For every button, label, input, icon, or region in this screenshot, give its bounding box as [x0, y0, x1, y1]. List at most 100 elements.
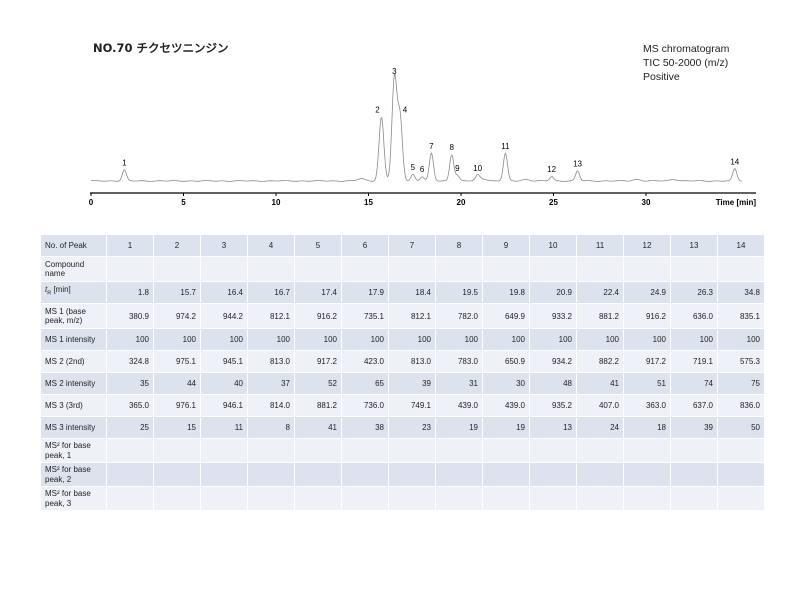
table-cell: [717, 462, 765, 487]
table-cell: 782.0: [435, 303, 483, 329]
table-cell: 38: [341, 416, 389, 439]
table-cell: 37: [247, 372, 295, 395]
table-cell: 365.0: [106, 394, 154, 417]
table-cell: 945.1: [200, 350, 248, 373]
peak-label: 12: [547, 165, 556, 174]
table-row: MS² for base peak, 3: [40, 486, 765, 511]
table-cell: 407.0: [576, 394, 624, 417]
table-cell: [388, 462, 436, 487]
info-line-range: TIC 50-2000 (m/z): [643, 57, 729, 69]
table-cell: [341, 256, 389, 282]
table-cell: 16.7: [247, 281, 295, 304]
table-cell: [576, 486, 624, 511]
table-cell: [341, 462, 389, 487]
table-cell: 439.0: [435, 394, 483, 417]
table-cell: [576, 256, 624, 282]
table-cell: 719.1: [670, 350, 718, 373]
table-cell: [153, 486, 201, 511]
table-cell: 1: [106, 234, 154, 257]
table-cell: 12: [623, 234, 671, 257]
table-cell: 16.4: [200, 281, 248, 304]
table-cell: 636.0: [670, 303, 718, 329]
table-cell: [670, 462, 718, 487]
table-cell: 812.1: [247, 303, 295, 329]
table-cell: 100: [153, 328, 201, 351]
table-cell: 39: [670, 416, 718, 439]
table-cell: 917.2: [294, 350, 342, 373]
table-cell: 48: [529, 372, 577, 395]
peak-label: 9: [455, 164, 460, 173]
table-cell: 65: [341, 372, 389, 395]
peak-label: 8: [450, 143, 455, 152]
table-cell: [435, 438, 483, 463]
table-cell: 100: [435, 328, 483, 351]
row-label: MS 1 (base peak, m/z): [40, 303, 107, 329]
table-cell: 100: [529, 328, 577, 351]
table-cell: 946.1: [200, 394, 248, 417]
table-cell: [106, 256, 154, 282]
table-cell: [388, 256, 436, 282]
table-cell: 13: [670, 234, 718, 257]
table-cell: [294, 256, 342, 282]
table-cell: [529, 438, 577, 463]
table-cell: 749.1: [388, 394, 436, 417]
table-cell: 100: [482, 328, 530, 351]
table-row: MS 3 intensity 25 15 11 8 41 38 23 19 19 13 24 18 39 5…: [40, 416, 765, 439]
table-cell: [482, 438, 530, 463]
table-cell: 100: [200, 328, 248, 351]
table-cell: [482, 256, 530, 282]
table-cell: [200, 486, 248, 511]
table-cell: [247, 438, 295, 463]
table-row: MS 3 (3rd) 365.0 976.1 946.1 814.0 881.2 736.0…: [40, 394, 765, 417]
table-cell: 30: [482, 372, 530, 395]
table-cell: [482, 486, 530, 511]
table-cell: 51: [623, 372, 671, 395]
table-cell: 439.0: [482, 394, 530, 417]
table-row: MS² for base peak, 1: [40, 438, 765, 463]
table-cell: 575.3: [717, 350, 765, 373]
info-line-mode: Positive: [643, 71, 680, 83]
table-cell: 324.8: [106, 350, 154, 373]
table-cell: 17.9: [341, 281, 389, 304]
table-cell: 41: [294, 416, 342, 439]
table-cell: 100: [388, 328, 436, 351]
table-cell: 934.2: [529, 350, 577, 373]
table-cell: 40: [200, 372, 248, 395]
row-label: Compound name: [40, 256, 107, 282]
table-cell: 813.0: [388, 350, 436, 373]
table-row: MS 2 intensity 35 44 40 37 52 65 39 31 30 48 41 51 74…: [40, 372, 765, 395]
table-cell: 50: [717, 416, 765, 439]
table-cell: [294, 438, 342, 463]
table-cell: 916.2: [294, 303, 342, 329]
peak-label: 11: [501, 142, 510, 151]
table-cell: [247, 462, 295, 487]
peak-label: 7: [429, 142, 434, 151]
table-cell: 7: [388, 234, 436, 257]
row-label: MS² for base peak, 2: [40, 462, 107, 487]
table-cell: 100: [576, 328, 624, 351]
table-cell: 52: [294, 372, 342, 395]
table-cell: 24.9: [623, 281, 671, 304]
table-row: MS 1 (base peak, m/z) 380.9 974.2 944.2 812.…: [40, 303, 765, 329]
table-cell: [388, 438, 436, 463]
table-cell: 916.2: [623, 303, 671, 329]
table-cell: [670, 438, 718, 463]
table-cell: 26.3: [670, 281, 718, 304]
table-cell: [435, 486, 483, 511]
table-cell: [247, 256, 295, 282]
table-cell: [200, 256, 248, 282]
table-cell: 6: [341, 234, 389, 257]
x-tick-label: 30: [642, 198, 651, 207]
table-cell: [200, 462, 248, 487]
table-cell: [341, 438, 389, 463]
table-cell: [435, 256, 483, 282]
peak-label: 13: [573, 160, 582, 169]
table-cell: [623, 256, 671, 282]
table-cell: 836.0: [717, 394, 765, 417]
table-cell: 11: [200, 416, 248, 439]
table-row: tR [min] 1.8 15.7 16.4 16.7 17.4 17.9 18.4 19.5 1…: [40, 281, 765, 304]
table-cell: 100: [247, 328, 295, 351]
table-cell: [623, 438, 671, 463]
table-cell: 637.0: [670, 394, 718, 417]
peak-label: 4: [403, 106, 408, 115]
